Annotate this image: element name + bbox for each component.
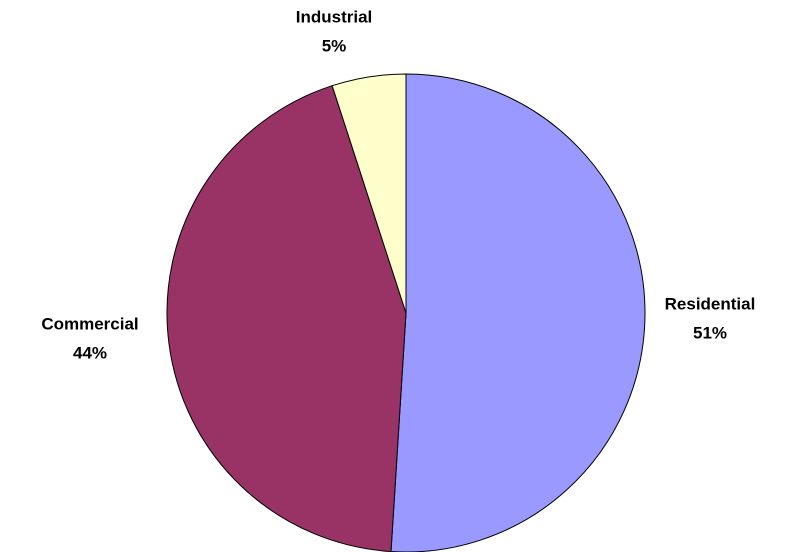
slice-label: Commercial [41, 314, 138, 333]
slice-label: Industrial [296, 7, 373, 26]
slice-value-label: 5% [322, 36, 347, 55]
slice-label: Residential [665, 294, 756, 313]
slice-value-label: 51% [693, 323, 727, 342]
pie-slice [166, 85, 407, 552]
pie-slice [390, 73, 646, 552]
slice-value-label: 44% [73, 343, 107, 362]
pie-slice [331, 73, 407, 314]
